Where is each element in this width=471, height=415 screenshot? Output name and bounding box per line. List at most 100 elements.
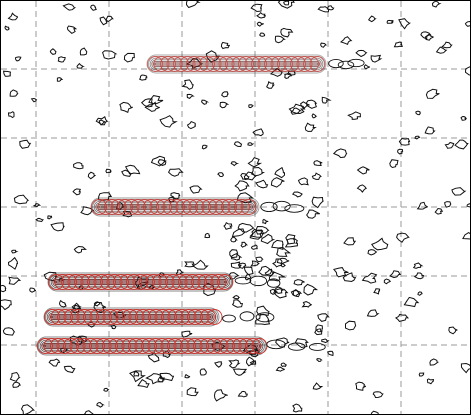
band-marker-circle [205, 56, 222, 72]
band-marker-circle [186, 338, 203, 354]
noise-contour [280, 27, 294, 38]
noise-contour [9, 371, 21, 382]
noise-contour [231, 299, 244, 308]
band-contour-ring [151, 59, 322, 69]
band-tail-contour [249, 275, 268, 287]
band-marker-circle [100, 274, 116, 290]
noise-contour [221, 91, 229, 98]
band-marker-circle [169, 199, 185, 215]
noise-contour [243, 171, 257, 181]
band-marker-circle [264, 56, 280, 72]
noise-contour [56, 77, 64, 82]
band-marker-circle [104, 199, 120, 215]
band-marker-circle [63, 338, 79, 354]
noise-contour [170, 192, 181, 200]
band-contour-ring [41, 341, 262, 351]
noise-contour [250, 166, 266, 177]
band-marker-circle [115, 338, 131, 354]
band-marker-circle [179, 56, 196, 72]
noise-contour [274, 166, 285, 179]
band-marker-circle [210, 274, 227, 290]
band-marker-circle [156, 199, 172, 215]
noise-contour [270, 177, 285, 188]
band-marker-circle [208, 199, 224, 215]
band-marker-circle [231, 56, 248, 72]
band-marker-circle [244, 56, 261, 72]
noise-contour [280, 362, 288, 367]
band-core [151, 61, 322, 67]
noise-contour [371, 237, 389, 251]
noise-contour [47, 215, 53, 220]
noise-contour [299, 101, 310, 110]
noise-contour [93, 301, 101, 307]
noise-contour [292, 403, 303, 413]
noise-contour [50, 222, 65, 232]
noise-contour [124, 164, 141, 175]
noise-contour [441, 41, 453, 49]
noise-contour [396, 232, 410, 243]
band-marker-circle [162, 199, 179, 215]
noise-contour [139, 74, 148, 81]
band-contour-ring [39, 339, 264, 353]
band-contour-ring [95, 202, 255, 212]
band-marker-circle [160, 338, 177, 354]
noise-contour [417, 291, 423, 296]
noise-contour [186, 387, 199, 397]
band-tail-contour [234, 276, 252, 285]
band-marker-circle [115, 309, 132, 325]
band-marker-circle [56, 338, 73, 354]
noise-contour [366, 309, 380, 317]
band-marker-circle [245, 338, 261, 354]
band-marker-circle [201, 199, 218, 215]
noise-contour [255, 256, 264, 263]
band-marker-circle [50, 338, 66, 354]
band-contour-ring [154, 62, 319, 66]
noise-contour [186, 93, 195, 99]
noise-contour [420, 31, 432, 40]
noise-contour [292, 288, 303, 298]
noise-contour [312, 382, 324, 390]
noise-contour [105, 15, 114, 23]
noise-contour [321, 96, 332, 104]
band-contour-ring [149, 57, 324, 71]
noise-contour [434, 207, 444, 215]
band-marker-circle [141, 338, 157, 354]
band-marker-circle [110, 199, 127, 215]
band-marker-circle [251, 56, 267, 72]
noise-contour [102, 50, 118, 60]
band-marker-circle [76, 338, 92, 354]
noise-contour [159, 372, 175, 382]
noise-contour [332, 148, 348, 159]
noise-contour [245, 273, 252, 281]
noise-contour [63, 365, 76, 374]
noise-contour [217, 172, 225, 178]
noise-contour [213, 389, 228, 402]
noise-contour [119, 101, 133, 113]
band-marker-circle [67, 274, 84, 290]
band-marker-circle [175, 199, 192, 215]
band-tail-contour [239, 311, 255, 322]
noise-contour [229, 249, 239, 259]
band-tail-contour [328, 58, 344, 69]
band-marker-circle [180, 338, 196, 354]
noise-contour [415, 110, 422, 116]
noise-contour [398, 18, 412, 30]
noise-contour [266, 80, 275, 89]
noise-contour [185, 1, 201, 9]
noise-contour [389, 270, 402, 279]
noise-contour [137, 379, 150, 388]
band-marker-circle [184, 274, 201, 290]
noise-contour [234, 180, 250, 192]
band-marker-circle [106, 274, 123, 290]
band-tail-contour [287, 342, 306, 351]
band-marker-circle [87, 274, 103, 290]
noise-contour [327, 350, 334, 357]
band-contour-ring [152, 60, 321, 68]
band-marker-circle [225, 56, 241, 72]
band-marker-circle [145, 274, 162, 290]
noise-contour [99, 16, 108, 26]
noise-contour [247, 156, 263, 168]
noise-contour [231, 228, 246, 238]
noise-contour [383, 278, 391, 285]
noise-contour [59, 299, 67, 308]
